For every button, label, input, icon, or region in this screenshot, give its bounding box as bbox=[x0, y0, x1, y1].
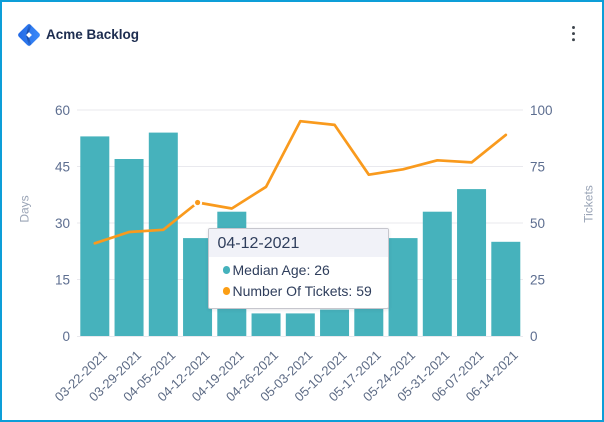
svg-text:100: 100 bbox=[530, 103, 553, 118]
svg-text:Tickets: Tickets bbox=[581, 185, 595, 223]
svg-text:45: 45 bbox=[55, 159, 70, 174]
svg-text:60: 60 bbox=[55, 103, 70, 118]
svg-text:25: 25 bbox=[530, 272, 545, 287]
svg-text:50: 50 bbox=[530, 216, 545, 231]
svg-text:0: 0 bbox=[530, 329, 538, 344]
svg-text:75: 75 bbox=[530, 159, 545, 174]
svg-text:Days: Days bbox=[18, 195, 32, 222]
svg-text:30: 30 bbox=[55, 216, 70, 231]
svg-text:0: 0 bbox=[62, 329, 70, 344]
svg-text:15: 15 bbox=[55, 272, 70, 287]
